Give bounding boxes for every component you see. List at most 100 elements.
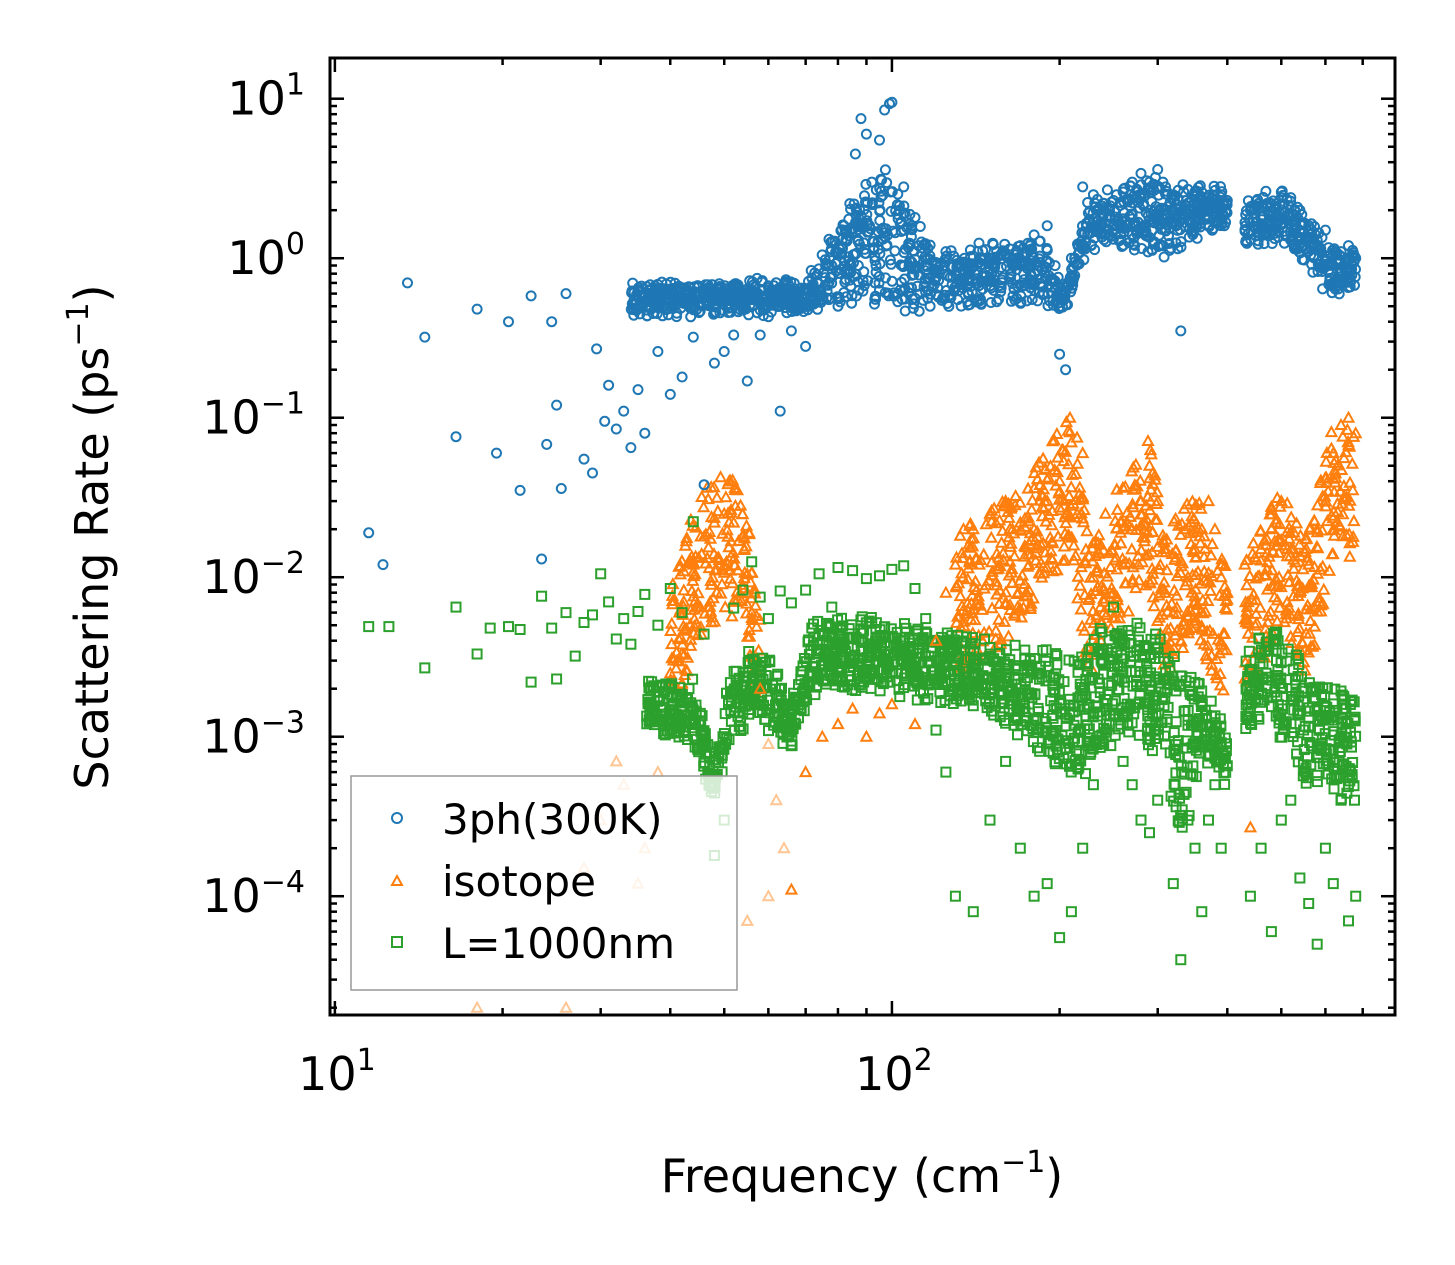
band-marker (1025, 688, 1036, 700)
band-marker (984, 555, 999, 568)
band-marker (1080, 768, 1091, 780)
band-marker (991, 296, 1003, 308)
band-marker (1134, 518, 1148, 531)
band-marker (1290, 579, 1304, 592)
band-marker (1142, 704, 1154, 716)
data-point (610, 423, 622, 435)
band-marker (919, 694, 931, 706)
data-point (555, 483, 567, 494)
data-point (898, 181, 910, 193)
data-point (1221, 195, 1233, 206)
data-point (886, 96, 898, 108)
band-marker (675, 554, 689, 567)
data-point (652, 619, 664, 631)
band-marker (1273, 215, 1285, 227)
band-marker (975, 293, 986, 305)
band-marker (1314, 715, 1326, 727)
band-marker (1161, 210, 1173, 222)
data-point (838, 220, 850, 232)
data-point (377, 559, 389, 571)
band-marker (1204, 663, 1219, 676)
band-marker (713, 747, 725, 759)
band-marker (956, 570, 970, 583)
band-marker (750, 294, 762, 306)
band-marker (1317, 283, 1329, 295)
band-marker (1180, 194, 1192, 206)
band-marker (985, 601, 999, 614)
data-point (753, 681, 767, 694)
band-marker (1086, 671, 1098, 683)
data-point (632, 606, 644, 617)
band-marker (1093, 646, 1105, 657)
band-marker (1304, 705, 1316, 717)
band-marker (1289, 516, 1304, 529)
data-point (1160, 181, 1172, 193)
band-marker (1290, 690, 1302, 702)
band-marker (839, 254, 851, 266)
band-marker (1062, 489, 1076, 502)
band-marker (1212, 588, 1227, 601)
band-marker (1253, 633, 1265, 645)
band-marker (714, 586, 728, 599)
band-marker (687, 703, 699, 715)
points-3ph-300k- (363, 96, 1362, 571)
band-marker (970, 582, 984, 595)
data-point (1343, 240, 1354, 252)
band-marker (1085, 554, 1100, 567)
band-marker (1341, 787, 1353, 799)
band-marker (866, 199, 878, 211)
data-point (1077, 181, 1089, 193)
band-marker (1025, 493, 1040, 506)
band-marker (1272, 545, 1286, 558)
data-point (845, 701, 860, 714)
band-marker (1194, 206, 1206, 218)
band-marker (1065, 530, 1079, 543)
band-marker (1015, 719, 1027, 731)
band-marker (1263, 604, 1278, 617)
data-point (1152, 164, 1164, 175)
data-point (1134, 494, 1148, 507)
band-marker (1310, 566, 1325, 579)
band-marker (875, 676, 887, 687)
band-marker (983, 651, 995, 663)
band-marker (1084, 205, 1096, 217)
band-marker (1071, 745, 1082, 757)
band-marker (1343, 763, 1355, 775)
band-marker (886, 667, 898, 679)
band-marker (1327, 463, 1342, 476)
band-marker (1118, 479, 1132, 492)
band-marker (731, 563, 745, 576)
band-marker (643, 675, 655, 687)
data-point (832, 300, 844, 312)
band-marker (1146, 215, 1158, 227)
band-marker (1326, 773, 1338, 785)
band-marker (1176, 804, 1188, 816)
band-marker (1275, 681, 1287, 693)
band-marker (886, 275, 898, 287)
band-marker (1062, 280, 1074, 292)
band-marker (1152, 723, 1164, 735)
band-marker (1184, 620, 1199, 633)
data-point (652, 346, 664, 357)
band-marker (798, 653, 810, 664)
points-l-1000nm (363, 516, 1362, 966)
data-point (1182, 814, 1194, 826)
data-point (599, 415, 611, 427)
band-marker (1133, 473, 1147, 486)
band-marker (844, 665, 856, 677)
data-point (1215, 189, 1227, 201)
series-bands (625, 164, 1362, 833)
band-marker (701, 288, 713, 299)
data-point (560, 288, 572, 300)
band-marker (1032, 702, 1044, 714)
band-marker (728, 480, 742, 493)
band-marker (1115, 197, 1126, 208)
band-marker (939, 694, 951, 706)
band-marker (660, 289, 672, 301)
band-marker (1146, 196, 1158, 208)
band-marker (1047, 684, 1059, 696)
data-point (1158, 542, 1173, 555)
band-marker (822, 279, 834, 291)
band-marker (1315, 738, 1327, 750)
data-point (1189, 189, 1201, 201)
